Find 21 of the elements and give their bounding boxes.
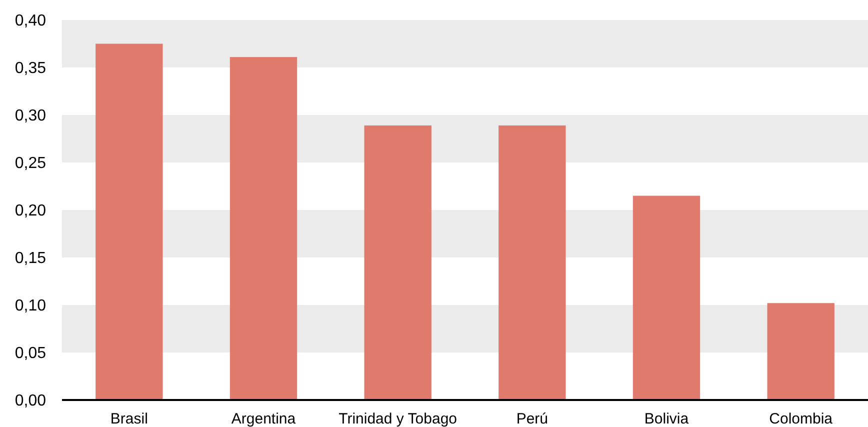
y-tick-label: 0,40 [14,12,46,30]
bar [498,125,566,400]
y-tick-label: 0,25 [14,155,46,172]
bar [767,303,834,400]
bar [364,125,432,400]
x-tick-label: Brasil [110,410,148,427]
y-tick-label: 0,15 [14,250,46,268]
bar [230,57,298,400]
x-tick-label: Colombia [769,410,834,427]
bar [632,196,700,400]
y-tick-label: 0,10 [14,298,46,315]
y-tick-label: 0,05 [14,345,46,362]
bar [96,44,163,400]
x-tick-label: Trinidad y Tobago [338,410,458,427]
y-tick-label: 0,30 [14,108,46,125]
x-tick-label: Argentina [231,410,296,427]
y-tick-label: 0,00 [14,392,46,410]
x-tick-label: Perú [516,410,548,427]
y-tick-label: 0,20 [14,202,46,220]
y-tick-label: 0,35 [14,60,46,78]
x-tick-label: Bolivia [644,410,690,427]
